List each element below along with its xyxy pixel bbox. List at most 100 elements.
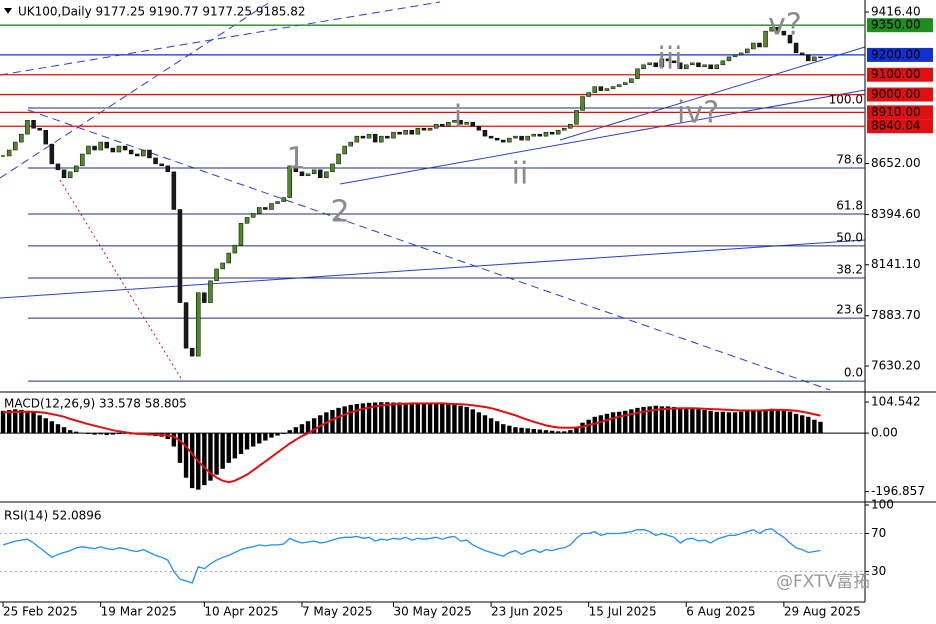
macd-bar: [37, 415, 42, 434]
candle-body: [281, 197, 286, 202]
price-level-label: 8910.00: [871, 105, 921, 119]
candle-body: [19, 133, 24, 143]
candle-body: [433, 124, 439, 129]
macd-bar: [519, 427, 524, 434]
channel-line: [27, 109, 831, 391]
candle-body: [55, 163, 61, 171]
price-level-label: 8840.04: [871, 119, 921, 133]
macd-bar: [799, 415, 805, 434]
macd-bar: [555, 431, 561, 434]
macd-bar: [232, 433, 238, 459]
wave-label: 2: [330, 195, 349, 230]
candle-body: [696, 62, 701, 68]
candle-body: [806, 54, 811, 62]
candle-body: [1, 154, 6, 157]
fib-label: 38.2: [836, 263, 863, 277]
macd-bar: [665, 406, 671, 434]
macd-bar: [360, 403, 366, 434]
candle-body: [757, 42, 762, 48]
macd-bar: [189, 433, 195, 489]
x-tick-label: 7 May 2025: [302, 605, 373, 619]
macd-bar: [293, 427, 299, 434]
candle-body: [177, 209, 183, 303]
macd-bar: [580, 422, 585, 434]
candle-body: [366, 133, 372, 139]
candle-body: [738, 52, 744, 56]
macd-bar: [494, 421, 500, 434]
price-level-box: [867, 87, 933, 102]
macd-bar: [616, 411, 622, 434]
macd-bar: [55, 424, 61, 434]
candle-body: [244, 217, 250, 224]
macd-bar: [257, 433, 262, 444]
candle-body: [574, 110, 579, 125]
macd-bar: [446, 404, 451, 434]
candle-body: [452, 120, 457, 123]
candle-body: [141, 149, 146, 157]
candle-body: [153, 157, 158, 165]
candle-body: [299, 171, 305, 177]
candle-body: [751, 42, 756, 50]
candle-body: [494, 137, 500, 141]
candle-body: [269, 203, 274, 210]
macd-bar: [537, 429, 543, 434]
candle-body: [440, 124, 445, 127]
candle-body: [379, 135, 384, 143]
macd-bar: [25, 410, 30, 434]
candle-body: [543, 131, 549, 137]
price-level-label: 9200.00: [871, 47, 921, 61]
candle-body: [250, 213, 256, 218]
candle-body: [665, 58, 671, 62]
macd-bar: [403, 402, 408, 434]
macd-bar: [336, 407, 341, 434]
macd-bar: [366, 402, 372, 434]
candle-body: [690, 62, 695, 66]
candle-body: [92, 145, 97, 151]
macd-bar: [458, 405, 463, 434]
macd-bar: [263, 433, 268, 441]
macd-bar: [372, 402, 378, 434]
candle-body: [470, 122, 476, 127]
candle-body: [43, 129, 49, 145]
macd-bar: [354, 403, 360, 434]
wave-label: iii: [657, 42, 682, 77]
trend-line: [559, 46, 866, 141]
macd-bar: [714, 411, 719, 434]
macd-bar: [110, 433, 116, 435]
candle-body: [391, 131, 396, 139]
candle-body: [189, 347, 195, 357]
macd-bar: [13, 409, 18, 434]
macd-bar: [482, 415, 488, 434]
macd-bar: [61, 427, 67, 434]
candle-body: [507, 137, 512, 143]
macd-bar: [244, 433, 250, 450]
macd-bar: [757, 410, 762, 434]
candle-body: [6, 149, 12, 157]
price-level-box: [867, 105, 933, 120]
macd-bar: [86, 433, 91, 435]
candle-body: [641, 64, 646, 70]
macd-bar: [171, 433, 177, 447]
candle-body: [232, 244, 238, 254]
x-tick-label: 15 Jul 2025: [589, 605, 657, 619]
candle-body: [397, 131, 402, 135]
candle-body: [671, 60, 677, 64]
macd-bar: [738, 411, 744, 434]
macd-bar: [684, 407, 689, 434]
candle-body: [598, 86, 604, 91]
candle-body: [25, 120, 30, 135]
channel-line: [0, 1, 441, 76]
price-level-box: [867, 47, 933, 62]
macd-bar: [525, 428, 530, 434]
candle-body: [372, 133, 378, 143]
macd-bar: [220, 433, 225, 469]
candle-body: [183, 302, 189, 349]
macd-bar: [385, 402, 390, 434]
macd-title: MACD(12,26,9) 33.578 58.805: [4, 397, 187, 411]
candle-body: [360, 135, 366, 139]
macd-bar: [226, 433, 231, 463]
candle-body: [275, 201, 280, 204]
macd-bar: [610, 412, 616, 434]
chart-title: UK100,Daily 9177.25 9190.77 9177.25 9185…: [18, 5, 305, 19]
